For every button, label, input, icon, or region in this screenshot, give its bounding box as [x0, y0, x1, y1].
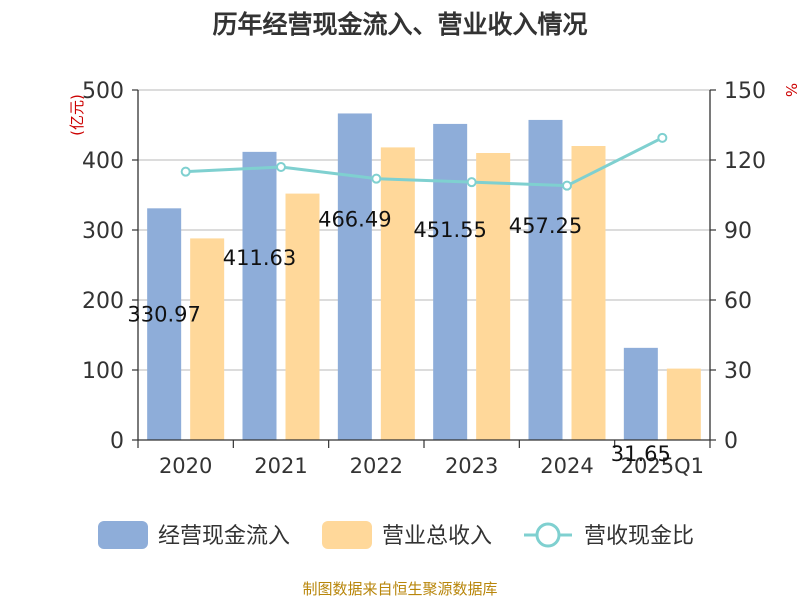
axes: 0 100 200 300 400 500 0 30 60 90 120 150 2020 2021 202…: [82, 79, 766, 478]
cash-inflow-bar: [528, 119, 563, 441]
left-tick-label: 500: [82, 79, 124, 104]
cash-inflow-bar: [147, 208, 182, 440]
ratio-point: [466, 177, 477, 188]
x-tick-label: 2021: [254, 454, 307, 478]
right-axis-unit: %: [782, 83, 800, 97]
legend-item: 营业总收入: [322, 521, 492, 549]
x-tick-label: 2025Q1: [621, 454, 704, 478]
ratio-point: [371, 173, 382, 184]
data-label: 451.55: [413, 218, 486, 242]
x-tick-label: 2022: [350, 454, 403, 478]
revenue-bar: [476, 153, 511, 440]
legend-swatch: [322, 521, 372, 549]
cash-inflow-bar: [242, 151, 277, 440]
revenue-bar: [380, 147, 415, 440]
ratio-point: [562, 180, 572, 191]
left-tick-label: 100: [82, 359, 124, 384]
revenue-bar: [666, 368, 701, 440]
bars: [147, 113, 701, 441]
x-tick-label: 2024: [540, 454, 593, 478]
ratio-point: [180, 166, 191, 177]
data-label: 466.49: [318, 207, 391, 231]
chart-title: 历年经营现金流入、营业收入情况: [212, 10, 587, 39]
left-axis-unit: (亿元): [68, 94, 86, 136]
data-label: 31.65: [611, 442, 671, 466]
revenue-bar: [190, 238, 225, 440]
legend-label: 营收现金比: [584, 524, 694, 549]
right-tick-label: 60: [724, 289, 752, 314]
left-tick-label: 400: [82, 149, 124, 174]
cash-inflow-bar: [337, 113, 372, 440]
x-tick-label: 2023: [445, 454, 498, 478]
x-tick-label: 2020: [159, 454, 212, 478]
source-note: 制图数据来自恒生聚源数据库: [302, 580, 497, 598]
grid: [138, 89, 710, 371]
ratio-point: [657, 132, 668, 143]
ratio-point: [276, 162, 286, 172]
right-tick-label: 150: [724, 79, 766, 104]
cash-inflow-bar: [433, 123, 468, 440]
left-tick-label: 200: [82, 289, 124, 314]
ratio-line-path: [185, 136, 664, 188]
right-tick-label: 120: [724, 149, 766, 174]
data-label: 457.25: [509, 214, 582, 238]
left-tick-label: 0: [110, 429, 124, 454]
data-label: 411.63: [223, 246, 296, 270]
legend-swatch: [98, 521, 148, 549]
legend-label: 经营现金流入: [158, 524, 290, 549]
revenue-bar: [285, 193, 320, 440]
ratio-line: [180, 132, 668, 191]
legend-label: 营业总收入: [382, 524, 492, 549]
left-tick-label: 300: [82, 219, 124, 244]
legend: 经营现金流入 营业总收入 营收现金比: [98, 521, 694, 549]
legend-item: 营收现金比: [524, 522, 694, 549]
data-label: 330.97: [127, 302, 200, 326]
right-tick-label: 30: [724, 359, 752, 384]
right-tick-label: 90: [724, 219, 752, 244]
right-tick-label: 0: [724, 429, 738, 454]
legend-marker: [535, 522, 561, 548]
legend-item: 经营现金流入: [98, 521, 290, 549]
data-labels: 330.97 411.63 466.49 451.55 457.25 31.65: [127, 207, 670, 465]
revenue-bar: [571, 146, 606, 440]
cash-inflow-bar: [623, 347, 658, 440]
